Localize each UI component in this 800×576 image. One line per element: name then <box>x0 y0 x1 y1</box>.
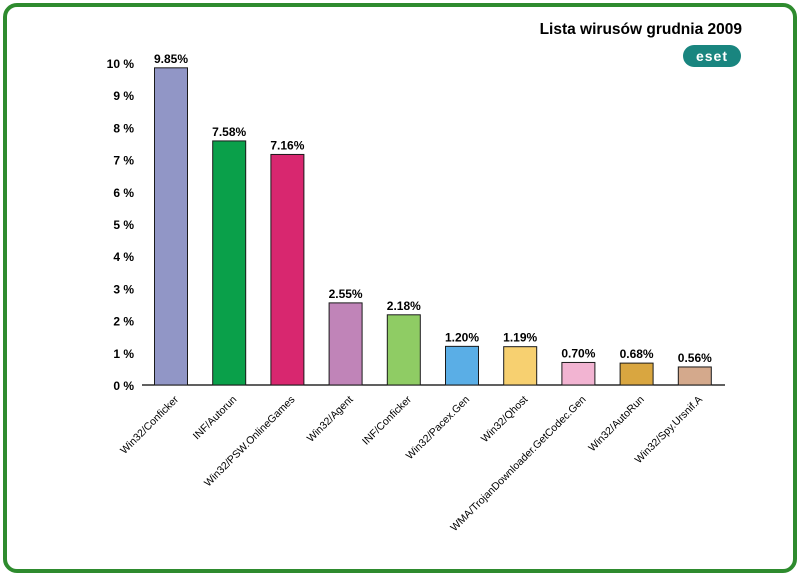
x-tick-label: Win32/AutoRun <box>586 394 647 455</box>
bar-value-label: 2.55% <box>329 287 363 301</box>
y-tick-label: 2 % <box>113 315 134 329</box>
bar-value-label: 0.70% <box>561 346 595 360</box>
y-tick-label: 5 % <box>113 218 134 232</box>
eset-logo: eset <box>683 45 741 67</box>
bar <box>386 314 421 386</box>
y-tick-label: 4 % <box>113 250 134 264</box>
bar <box>445 345 479 386</box>
chart-title: Lista wirusów grudnia 2009 <box>539 21 742 38</box>
bar <box>503 346 538 386</box>
bar <box>328 302 363 386</box>
y-tick-label: 3 % <box>113 282 134 296</box>
bar-value-label: 0.56% <box>678 351 712 365</box>
y-tick-label: 8 % <box>113 121 134 135</box>
bar <box>270 153 305 386</box>
bar <box>154 67 188 386</box>
bar-value-label: 0.68% <box>620 347 654 361</box>
x-tick-label: INF/Conficker <box>360 393 414 447</box>
bar-value-label: 7.16% <box>270 138 304 152</box>
x-tick-label: Win32/Qhost <box>479 394 530 445</box>
y-tick-label: 7 % <box>113 154 134 168</box>
chart-frame <box>3 3 797 573</box>
y-tick-label: 0 % <box>113 379 134 393</box>
y-tick-label: 10 % <box>107 57 135 71</box>
y-tick-label: 6 % <box>113 186 134 200</box>
y-tick-label: 9 % <box>113 89 134 103</box>
x-tick-label: WMA/TrojanDownloader.GetCodec.Gen <box>448 394 588 534</box>
bar <box>212 140 247 386</box>
bar-value-label: 9.85% <box>154 52 188 66</box>
y-tick-label: 1 % <box>113 347 134 361</box>
bar-value-label: 1.19% <box>503 331 537 345</box>
x-tick-label: Win32/Pacex.Gen <box>404 394 472 462</box>
bar-value-label: 1.20% <box>445 330 479 344</box>
bar <box>561 361 596 386</box>
x-tick-label: Win32/Agent <box>305 394 356 445</box>
x-tick-label: INF/Autorun <box>191 394 240 443</box>
bar <box>619 362 654 386</box>
x-tick-label: Win32/Conficker <box>118 393 181 456</box>
bar <box>677 366 712 386</box>
bar-value-label: 2.18% <box>387 299 421 313</box>
bar-value-label: 7.58% <box>212 125 246 139</box>
